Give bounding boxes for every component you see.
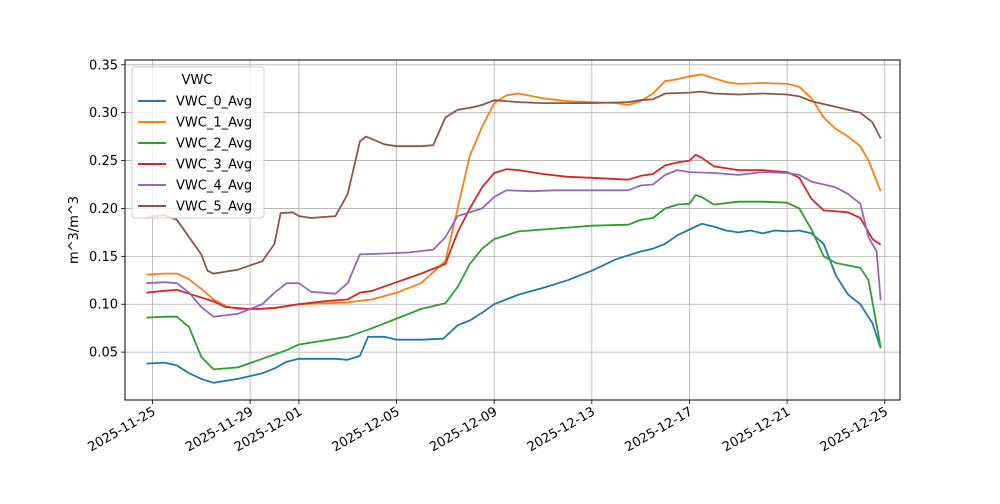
legend-label: VWC_4_Avg: [176, 179, 252, 194]
series-line-vwc-2-avg: [146, 194, 882, 371]
legend-label: VWC_1_Avg: [176, 116, 252, 131]
legend-label: VWC_5_Avg: [176, 200, 252, 215]
legend: VWC VWC_0_Avg VWC_1_Avg VWC_2_Avg VWC_3_Avg…: [131, 66, 265, 219]
legend-label: VWC_0_Avg: [176, 95, 252, 110]
legend-title: VWC: [182, 73, 213, 88]
series-line-vwc-4-avg: [146, 169, 882, 318]
y-tick-label: 0.05: [89, 346, 118, 361]
y-tick-label: 0.20: [89, 202, 118, 217]
y-axis-ticks: 0.05 0.10 0.15 0.20 0.25 0.30 0.35: [89, 58, 125, 361]
x-tick-label: 2025-11-25: [86, 404, 159, 455]
plot-frame: [124, 59, 901, 401]
series-line-vwc-3-avg: [146, 153, 882, 310]
series-lines: [146, 73, 882, 384]
x-tick-label: 2025-12-09: [427, 404, 500, 455]
x-tick-label: 2025-12-17: [623, 404, 696, 455]
y-tick-label: 0.15: [89, 250, 118, 265]
x-tick-label: 2025-12-25: [818, 404, 891, 455]
series-line-vwc-5-avg: [146, 90, 882, 275]
y-tick-label: 0.25: [89, 154, 118, 169]
x-tick-label: 2025-12-13: [525, 404, 598, 455]
x-tick-label: 2025-12-05: [330, 404, 403, 455]
legend-label: VWC_3_Avg: [176, 158, 252, 173]
y-axis-label: m^3/m^3: [67, 196, 82, 264]
series-line-vwc-0-avg: [146, 222, 882, 384]
legend-label: VWC_2_Avg: [176, 137, 252, 152]
x-tick-label: 2025-12-21: [720, 404, 793, 455]
legend-box: [131, 66, 265, 219]
y-tick-label: 0.30: [89, 106, 118, 121]
legend-items: VWC_0_Avg VWC_1_Avg VWC_2_Avg VWC_3_Avg VWC_…: [138, 95, 252, 215]
y-tick-label: 0.10: [89, 298, 118, 313]
y-tick-label: 0.35: [89, 58, 118, 73]
